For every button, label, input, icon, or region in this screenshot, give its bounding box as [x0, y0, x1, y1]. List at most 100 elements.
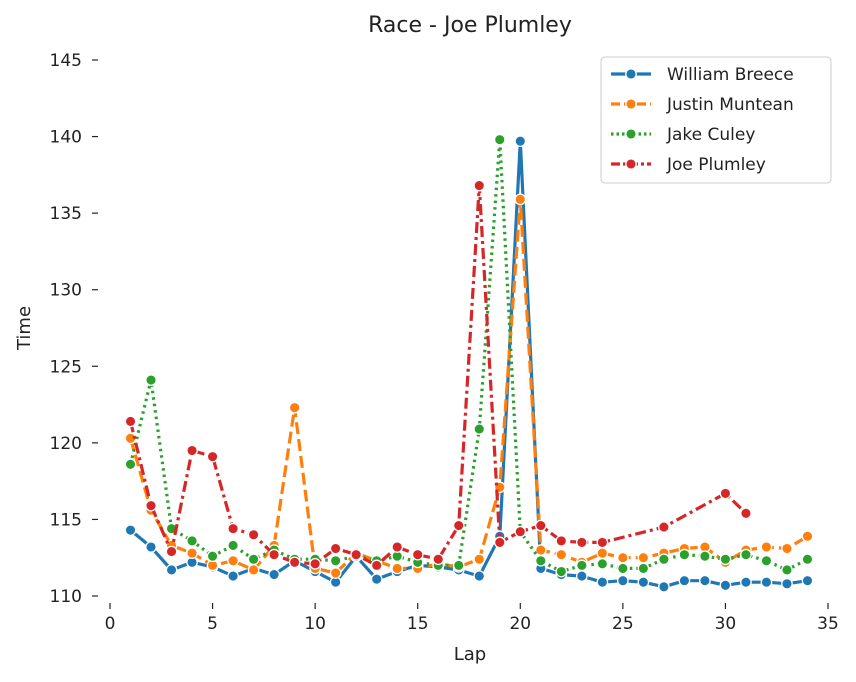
chart-title: Race - Joe Plumley	[368, 13, 572, 38]
legend-label: Jake Culey	[666, 125, 755, 145]
y-tick-label: 140	[50, 128, 82, 148]
data-point	[534, 554, 547, 567]
data-point	[186, 535, 198, 547]
data-point	[165, 564, 178, 576]
data-point	[145, 541, 157, 553]
legend-item: William Breece	[611, 65, 794, 85]
data-point	[534, 519, 547, 532]
legend-box	[600, 56, 832, 184]
data-point	[165, 545, 178, 558]
data-point	[637, 551, 650, 564]
data-point	[186, 547, 198, 559]
data-point	[514, 135, 527, 148]
data-point	[411, 548, 424, 561]
series-joe-plumley	[124, 179, 752, 572]
series-layer	[124, 133, 814, 593]
data-point	[227, 554, 239, 567]
series-line	[128, 184, 748, 568]
data-point	[350, 548, 363, 561]
data-point	[288, 401, 301, 414]
data-point	[678, 548, 691, 561]
data-point	[801, 530, 814, 543]
x-tick-label: 15	[407, 614, 429, 634]
data-point	[145, 499, 157, 512]
series-justin-muntean	[124, 193, 814, 579]
y-tick-label: 125	[50, 357, 82, 377]
data-point	[658, 521, 670, 533]
data-point	[227, 570, 239, 582]
data-point	[227, 539, 239, 552]
data-point	[760, 576, 773, 589]
axes: 0 5 10 15 20 25 30 35 110 115 120 125 130 135 140 145	[50, 51, 839, 634]
data-point	[124, 524, 137, 536]
y-tick-label: 135	[50, 204, 82, 224]
x-tick-label: 35	[817, 614, 839, 634]
legend-item: Jake Culey	[611, 125, 755, 145]
data-point	[699, 550, 711, 563]
legend-swatch-marker	[625, 158, 637, 170]
y-tick-label: 130	[50, 281, 82, 301]
legend-label: Joe Plumley	[666, 155, 766, 175]
data-point	[473, 553, 486, 566]
data-point	[801, 553, 814, 566]
data-point	[678, 574, 691, 587]
data-point	[432, 553, 445, 566]
data-point	[740, 548, 752, 561]
x-tick-label: 20	[509, 614, 531, 634]
data-point	[555, 548, 568, 561]
data-point	[247, 528, 260, 541]
legend-item: Justin Muntean	[611, 95, 794, 115]
data-point	[596, 576, 609, 589]
data-point	[370, 573, 383, 586]
data-point	[719, 579, 732, 592]
data-point	[617, 551, 629, 564]
data-point	[575, 536, 588, 549]
data-point	[637, 562, 650, 575]
data-point	[596, 557, 609, 570]
data-point	[391, 562, 404, 575]
x-tick-label: 25	[612, 614, 634, 634]
legend-label: Justin Muntean	[666, 95, 794, 115]
data-point	[575, 559, 588, 572]
data-point	[124, 415, 137, 428]
legend: William Breece Justin Muntean Jake Culey Jo…	[600, 56, 832, 184]
data-point	[781, 542, 793, 555]
data-point	[391, 541, 404, 553]
data-point	[493, 133, 506, 146]
data-point	[781, 577, 793, 590]
data-point	[268, 568, 280, 581]
series-line	[128, 197, 809, 575]
data-point	[658, 580, 670, 593]
data-point	[145, 374, 157, 386]
data-point	[227, 522, 239, 535]
legend-label: William Breece	[667, 65, 794, 85]
data-point	[268, 548, 280, 561]
data-point	[534, 544, 547, 556]
data-point	[329, 554, 342, 567]
data-point	[206, 550, 219, 563]
y-tick-label: 145	[50, 51, 82, 71]
data-point	[329, 567, 342, 579]
data-point	[473, 423, 486, 435]
data-point	[473, 570, 486, 582]
data-point	[186, 444, 198, 457]
data-point	[452, 519, 465, 532]
series-line	[129, 139, 808, 589]
data-point	[247, 553, 260, 566]
data-point	[760, 541, 773, 553]
data-point	[329, 542, 342, 555]
data-point	[124, 458, 137, 471]
data-point	[288, 556, 301, 569]
data-point	[617, 562, 629, 575]
y-axis-label: Time	[14, 306, 35, 351]
data-point	[699, 574, 711, 587]
data-point	[617, 574, 629, 587]
legend-item: Joe Plumley	[611, 155, 766, 175]
data-point	[740, 507, 752, 520]
y-tick-label: 115	[50, 510, 82, 530]
data-point	[309, 557, 321, 570]
x-tick-label: 30	[715, 614, 737, 634]
series-line	[128, 138, 809, 574]
y-tick-label: 120	[50, 434, 82, 454]
